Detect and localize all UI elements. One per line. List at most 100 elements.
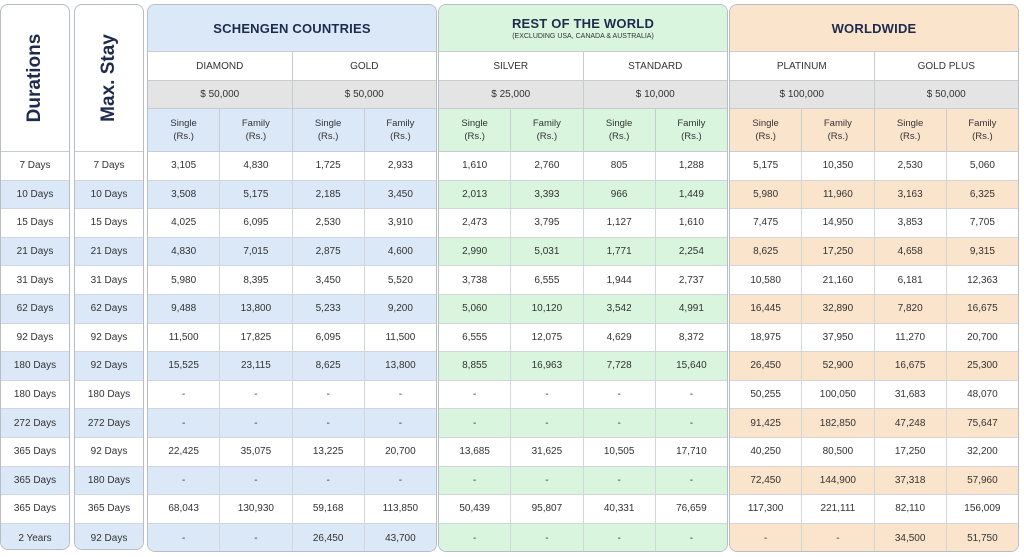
price-cell: 20,700	[945, 323, 1018, 352]
header-label: Family	[968, 118, 997, 129]
price-cell: 10,505	[582, 437, 655, 466]
price-cell: 156,009	[945, 495, 1018, 523]
coverage-amount: $ 50,000	[291, 81, 437, 108]
price-cell: 9,200	[363, 294, 436, 323]
price-cell: 2,990	[462, 246, 488, 258]
price-cell: 26,450	[291, 523, 364, 551]
max-stay-header-cell: Max. Stay	[75, 5, 143, 152]
max-stay-cell: 15 Days	[75, 209, 143, 238]
price-cell: 1,944	[582, 266, 655, 294]
single-header: Single (Rs.)	[439, 109, 510, 151]
price-cell: 6,095	[291, 323, 364, 352]
price-cell: -	[363, 409, 436, 437]
price-cell: 2,185	[291, 180, 364, 209]
price-cell: 17,250	[873, 437, 946, 466]
header-unit: (Rs.)	[827, 131, 849, 142]
header-unit: (Rs.)	[755, 131, 776, 142]
price-cell: 8,372	[654, 323, 727, 352]
price-cell: 4,600	[363, 237, 436, 266]
table-row: 2,013 3,393 966 1,449	[439, 180, 727, 210]
plan-name: STANDARD	[582, 52, 728, 80]
group-title: SCHENGEN COUNTRIES	[213, 20, 371, 36]
single-family-header-row: Single (Rs.) Family (Rs.) Single (Rs.) Family (…	[439, 109, 727, 152]
price-cell: 4,830	[219, 152, 291, 180]
table-row: 11,500 17,825 6,095 11,500	[148, 323, 436, 353]
price-cell: -	[291, 380, 364, 409]
price-cell: 3,853	[873, 209, 946, 237]
price-cell: 15,525	[168, 360, 199, 372]
price-cell: 10,350	[801, 152, 873, 180]
price-cell: 5,031	[510, 237, 582, 266]
price-cell: -	[472, 532, 477, 544]
durations-header: Durations	[24, 33, 45, 123]
header-label: Single	[461, 118, 488, 129]
max-stay-cell: 180 Days	[75, 381, 143, 410]
coverage-amount: $ 100,000	[779, 89, 825, 100]
plan-name: SILVER	[493, 60, 529, 72]
price-cell: 18,975	[750, 331, 781, 343]
header-label: Family	[532, 118, 561, 129]
header-unit: (Rs.)	[608, 131, 630, 142]
price-cell: 57,960	[945, 466, 1018, 495]
price-cell: 5,233	[291, 294, 364, 323]
price-cell: -	[654, 523, 727, 551]
group-title-cell: REST OF THE WORLD (EXCLUDING USA, CANADA …	[439, 5, 727, 52]
duration-cell: 92 Days	[1, 324, 69, 353]
price-cell: 8,395	[219, 266, 291, 294]
price-cell: 17,250	[801, 237, 873, 266]
price-cell: 13,800	[219, 294, 291, 323]
price-cell: 32,890	[801, 294, 873, 323]
duration-cell: 180 Days	[1, 381, 69, 410]
price-cell: -	[181, 417, 186, 429]
duration-cell: 10 Days	[1, 180, 69, 210]
family-header: Family (Rs.)	[945, 109, 1018, 151]
price-cell: 2,013	[462, 188, 488, 200]
price-cell: 1,610	[654, 209, 727, 237]
price-cell: 6,095	[219, 209, 291, 237]
price-cell: 130,930	[219, 495, 291, 523]
price-cell: 16,675	[945, 294, 1018, 323]
group-title: WORLDWIDE	[831, 20, 917, 36]
price-cell: -	[291, 466, 364, 495]
price-cell: -	[654, 466, 727, 495]
price-cell: 13,685	[459, 446, 490, 458]
price-cell: 91,425	[750, 417, 781, 429]
price-cell: 9,315	[945, 237, 1018, 266]
plan-name: DIAMOND	[196, 60, 244, 72]
plan-name-row: SILVER STANDARD	[439, 52, 727, 81]
price-cell: 31,625	[510, 437, 582, 466]
price-cell: 50,255	[750, 389, 781, 401]
table-row: ----	[148, 380, 436, 410]
header-label: Single	[752, 118, 779, 129]
price-cell: 52,900	[801, 352, 873, 380]
max-stay-cell: 31 Days	[75, 266, 143, 295]
table-row: 5,980 11,960 3,163 6,325	[730, 180, 1018, 210]
table-row: 91,425 182,850 47,248 75,647	[730, 409, 1018, 438]
table-row: 3,738 6,555 1,944 2,737	[439, 266, 727, 295]
price-cell: 11,500	[363, 323, 436, 352]
price-cell: 4,658	[873, 237, 946, 266]
price-cell: -	[219, 380, 291, 409]
price-cell: 2,530	[873, 152, 946, 180]
price-cell: 3,910	[363, 209, 436, 237]
price-cell: 3,450	[291, 266, 364, 294]
family-header: Family (Rs.)	[801, 109, 873, 151]
price-cell: 6,181	[873, 266, 946, 294]
price-cell: 40,331	[582, 495, 655, 523]
price-cell: 8,625	[753, 246, 779, 258]
duration-cell: 365 Days	[1, 495, 69, 524]
durations-column: Durations 7 Days 10 Days 15 Days 21 Days 31 …	[0, 4, 70, 550]
table-row: ----	[148, 466, 436, 496]
table-row: ----	[439, 466, 727, 496]
price-cell: 47,248	[873, 409, 946, 437]
price-cell: 3,738	[462, 274, 488, 286]
price-cell: 5,060	[945, 152, 1018, 180]
plan-name-row: PLATINUM GOLD PLUS	[730, 52, 1018, 81]
duration-cell: 21 Days	[1, 237, 69, 267]
table-row: 5,175 10,350 2,530 5,060	[730, 152, 1018, 181]
worldwide-group: WORLDWIDE PLATINUM GOLD PLUS $ 100,000 $ 50,…	[729, 4, 1019, 552]
price-cell: 59,168	[291, 495, 364, 523]
price-cell: 16,963	[510, 352, 582, 380]
single-header: Single (Rs.)	[582, 109, 655, 151]
price-cell: 5,060	[462, 303, 488, 315]
